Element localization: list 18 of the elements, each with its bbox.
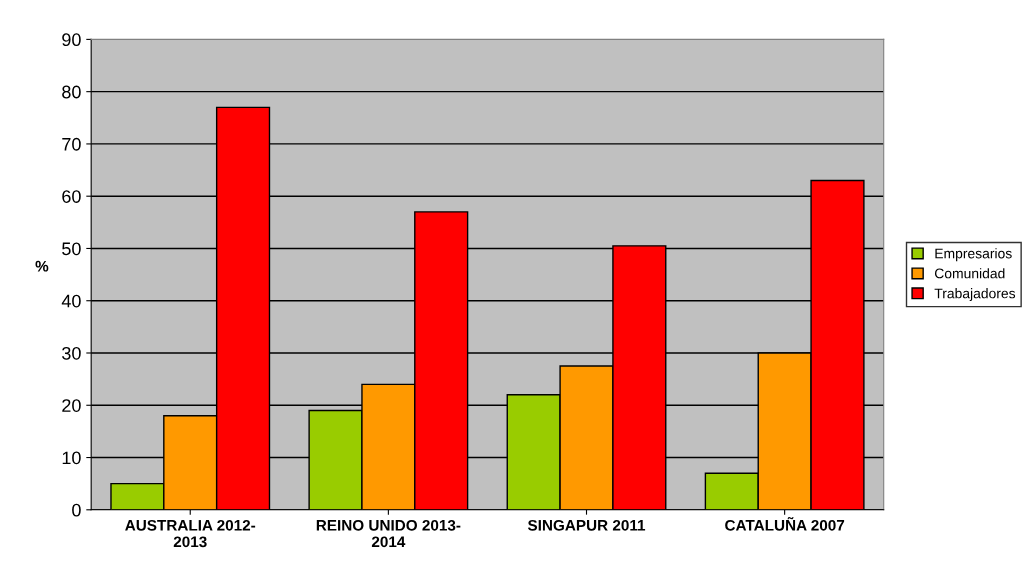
y-tick-label: 40 [61, 294, 81, 308]
y-tick-label: 0 [72, 503, 81, 517]
x-tick-label: SINGAPUR 2011 [527, 519, 646, 531]
legend-label: Empresarios [935, 248, 1012, 262]
legend-label: Comunidad [934, 268, 1005, 279]
y-axis-title: % [35, 260, 49, 272]
y-tick-label: 20 [62, 399, 81, 412]
y-tick-label: 90 [62, 33, 81, 47]
x-tick-label: CATALUÑA 2007 [725, 516, 845, 531]
y-tick-label: 10 [62, 451, 81, 465]
y-tick-label: 80 [62, 85, 81, 99]
y-tick-label: 60 [62, 190, 81, 203]
y-tick-label: 50 [62, 242, 81, 256]
x-tick-label: AUSTRALIA 2012- 2013 [125, 519, 256, 548]
x-tick-label: REINO UNIDO 2013- 2014 [316, 519, 461, 548]
legend-label: Trabajadores [934, 288, 1016, 302]
y-tick-label: 70 [62, 137, 81, 151]
y-tick-label: 30 [62, 346, 81, 360]
